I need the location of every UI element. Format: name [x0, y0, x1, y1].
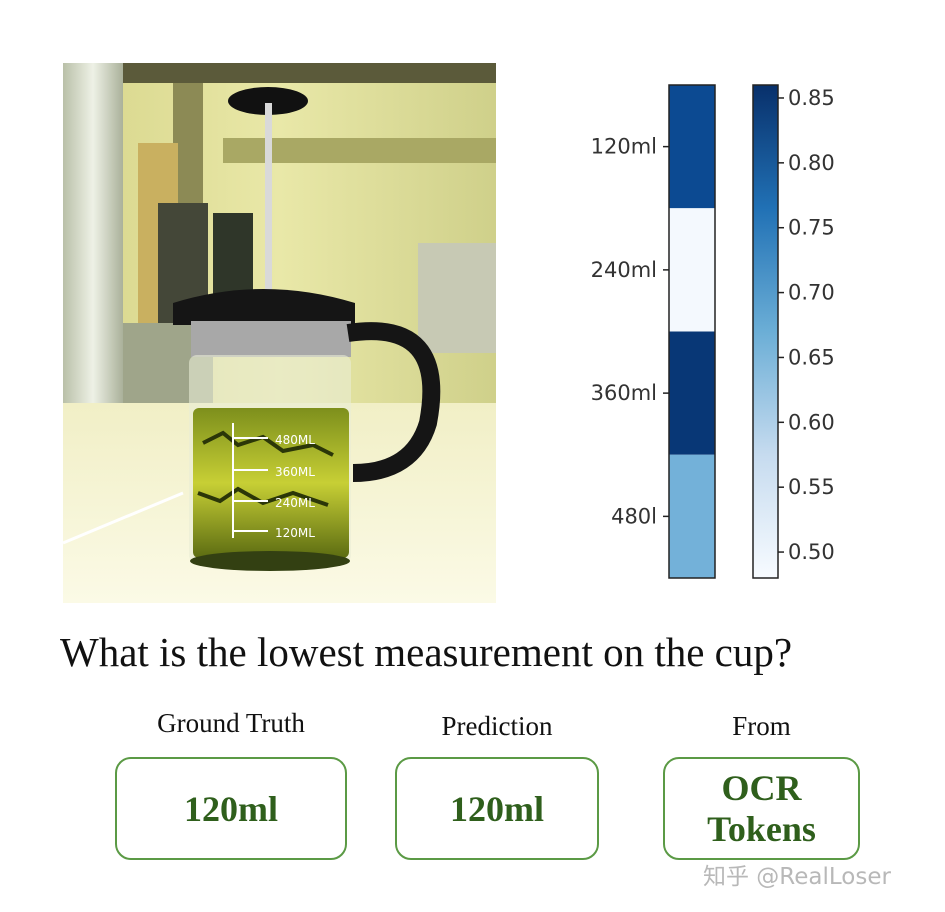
- ground-truth-title: Ground Truth: [157, 708, 305, 738]
- colorbar-tick-label: 0.55: [788, 475, 835, 499]
- heatmap-cell: [669, 454, 715, 578]
- colorbar-tick-label: 0.70: [788, 281, 835, 305]
- heatmap-cell: [669, 208, 715, 332]
- source-value-line2: Tokens: [707, 808, 816, 849]
- source-box: OCR Tokens: [663, 757, 860, 860]
- prediction-box: 120ml: [395, 757, 599, 860]
- colorbar-tick-label: 0.50: [788, 540, 835, 564]
- heatmap-border: [668, 84, 716, 579]
- colorbar-tick-label: 0.85: [788, 86, 835, 110]
- cup-marking: 480ML: [275, 433, 315, 447]
- watermark: 知乎 @RealLoser: [703, 864, 891, 890]
- prediction-value: 120ml: [450, 788, 544, 829]
- cup-marking: 240ML: [275, 496, 315, 510]
- colorbar-tick-label: 0.65: [788, 345, 835, 369]
- colorbar-tick-label: 0.60: [788, 410, 835, 434]
- source-title: From: [732, 711, 791, 741]
- heatmap-cell: [669, 331, 715, 455]
- row-tick-label: 120ml: [591, 135, 657, 159]
- cup-marking: 360ML: [275, 465, 315, 479]
- colorbar-tick-label: 0.75: [788, 216, 835, 240]
- attention-heatmap: 120ml 240ml 360ml 480l 0.85 0.80 0.75 0.70 0.65…: [591, 84, 835, 579]
- prediction-title: Prediction: [441, 711, 553, 741]
- cup-marking: 120ML: [275, 526, 315, 540]
- row-tick-label: 360ml: [591, 381, 657, 405]
- colorbar-tick-label: 0.80: [788, 151, 835, 175]
- source-value-line1: OCR: [721, 768, 802, 809]
- row-tick-label: 240ml: [591, 258, 657, 282]
- heatmap-cell: [669, 85, 715, 209]
- tea-press-photo: 480ML 360ML 240ML 120ML: [63, 63, 496, 603]
- ground-truth-value: 120ml: [184, 788, 278, 829]
- colorbar: [752, 84, 779, 579]
- question-text: What is the lowest measurement on the cu…: [60, 629, 793, 675]
- row-tick-label: 480l: [611, 504, 657, 528]
- ground-truth-box: 120ml: [115, 757, 347, 860]
